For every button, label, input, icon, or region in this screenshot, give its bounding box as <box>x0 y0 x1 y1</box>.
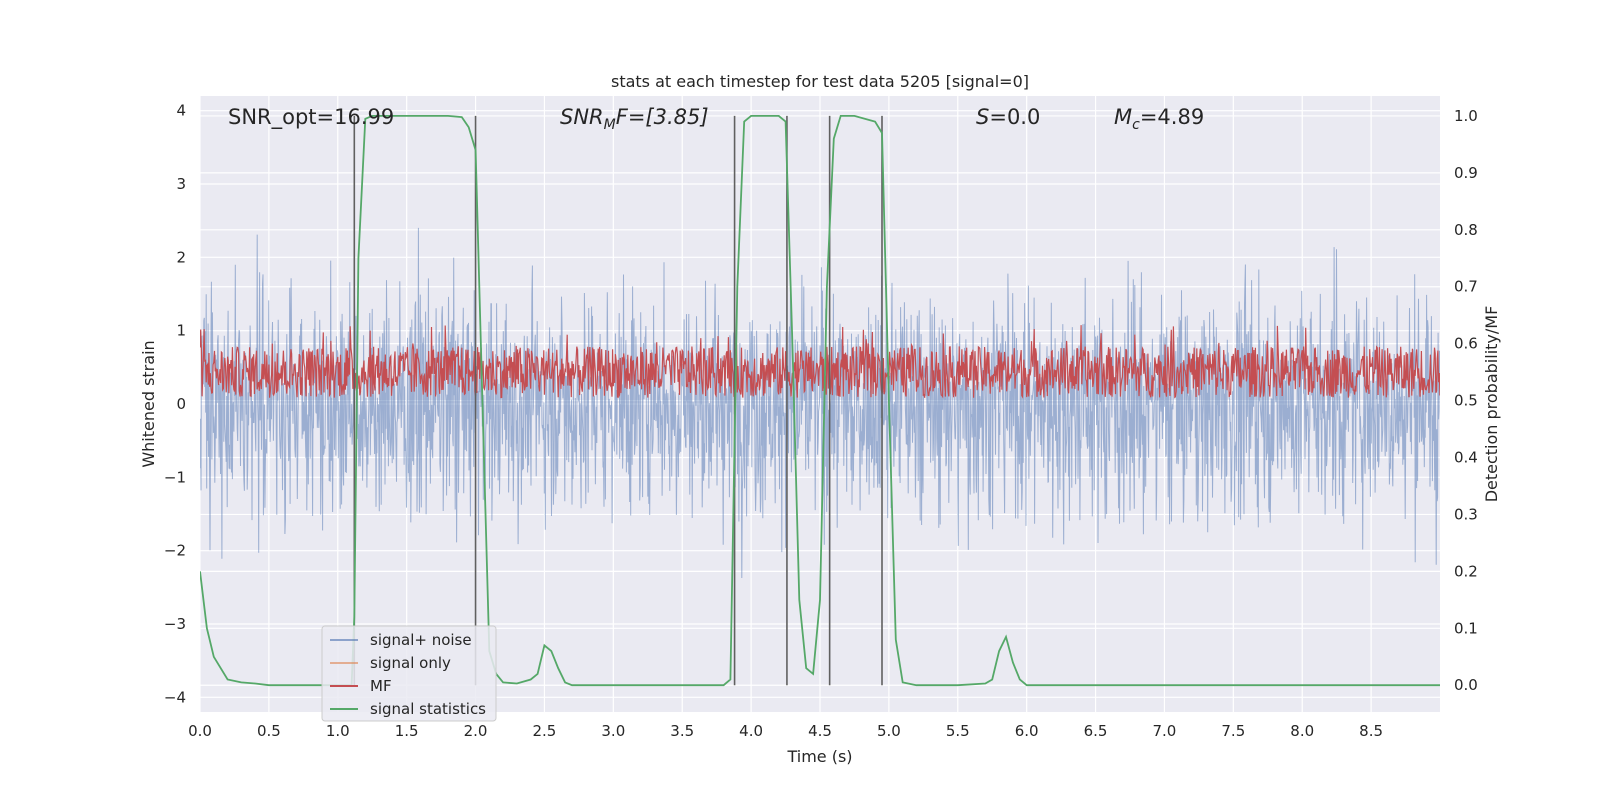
x-tick-label: 6.0 <box>1015 722 1039 740</box>
series-signal-noise-line <box>200 227 1440 579</box>
x-tick-label: 5.0 <box>877 722 901 740</box>
y2-tick-label: 0.6 <box>1454 335 1478 353</box>
x-tick-label: 8.0 <box>1290 722 1314 740</box>
series-mf-line <box>200 325 1440 399</box>
x-ticks: 0.0 0.5 1.0 1.5 2.0 2.5 3.0 3.5 4.0 4.5 5.0 5.5 6.0 6… <box>188 722 1383 740</box>
y-axis-label: Whitened strain <box>139 340 158 467</box>
y-tick-label: −2 <box>164 542 186 560</box>
y2-tick-label: 0.9 <box>1454 164 1478 182</box>
y-tick-label: 4 <box>176 102 186 120</box>
legend-label-signal-noise: signal+ noise <box>370 631 472 649</box>
legend-label-signal-only: signal only <box>370 654 451 672</box>
y2-tick-label: 0.7 <box>1454 278 1478 296</box>
annotation-s: S=0.0 <box>976 105 1040 129</box>
y2-tick-label: 0.3 <box>1454 505 1478 523</box>
y-tick-label: 0 <box>176 395 186 413</box>
x-tick-label: 5.5 <box>946 722 970 740</box>
x-tick-label: 1.0 <box>326 722 350 740</box>
annotation-snr-mf: SNRMF=[3.85] <box>560 105 709 133</box>
y-tick-label: 1 <box>176 322 186 340</box>
grid-y <box>200 110 1440 698</box>
y2-tick-label: 0.1 <box>1454 619 1478 637</box>
x-tick-label: 0.5 <box>257 722 281 740</box>
y-tick-label: 2 <box>176 248 186 266</box>
y2-tick-label: 0.4 <box>1454 449 1478 467</box>
x-tick-label: 4.5 <box>808 722 832 740</box>
x-tick-label: 2.0 <box>464 722 488 740</box>
x-tick-label: 7.5 <box>1221 722 1245 740</box>
y-tick-label: −3 <box>164 615 186 633</box>
y-tick-label: 3 <box>176 175 186 193</box>
y2-tick-label: 1.0 <box>1454 107 1478 125</box>
legend: signal+ noise signal only MF signal stat… <box>321 625 497 722</box>
x-tick-label: 7.0 <box>1153 722 1177 740</box>
x-axis-label: Time (s) <box>786 747 852 766</box>
legend-label-signal-statistics: signal statistics <box>370 700 486 718</box>
legend-label-mf: MF <box>370 677 392 695</box>
chart-title: stats at each timestep for test data 520… <box>611 72 1029 91</box>
y2-tick-label: 0.8 <box>1454 221 1478 239</box>
y2-tick-label: 0.5 <box>1454 392 1478 410</box>
legend-box <box>321 625 497 722</box>
x-tick-label: 0.0 <box>188 722 212 740</box>
y-tick-label: −4 <box>164 688 186 706</box>
y2-axis-label: Detection probability/MF <box>1482 306 1501 503</box>
x-tick-label: 1.5 <box>395 722 419 740</box>
y2-tick-label: 0.0 <box>1454 676 1478 694</box>
detection-lines <box>353 115 883 686</box>
y-ticks: −4 −3 −2 −1 0 1 2 3 4 <box>164 102 186 707</box>
y2-tick-label: 0.2 <box>1454 562 1478 580</box>
x-tick-label: 2.5 <box>533 722 557 740</box>
y2-ticks: 0.0 0.1 0.2 0.3 0.4 0.5 0.6 0.7 0.8 0.9 1.0 <box>1454 107 1478 694</box>
y-tick-label: −1 <box>164 468 186 486</box>
annotation-snr-opt: SNR_opt=16.99 <box>228 105 394 130</box>
x-tick-label: 6.5 <box>1084 722 1108 740</box>
series-signal-statistics-line <box>200 115 1440 687</box>
x-tick-label: 3.5 <box>670 722 694 740</box>
x-tick-label: 8.5 <box>1359 722 1383 740</box>
x-tick-label: 3.0 <box>601 722 625 740</box>
x-tick-label: 4.0 <box>739 722 763 740</box>
annotation-mc: Mc=4.89 <box>1114 105 1204 133</box>
